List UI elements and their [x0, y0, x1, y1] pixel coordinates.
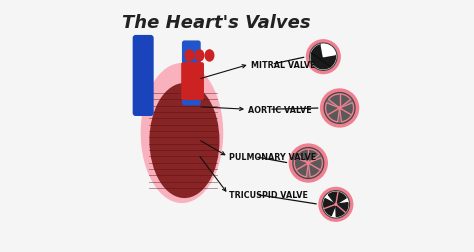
Text: PULMONARY VALVE: PULMONARY VALVE [229, 153, 317, 162]
Wedge shape [297, 149, 319, 163]
Circle shape [307, 41, 340, 74]
Circle shape [310, 44, 337, 71]
Ellipse shape [194, 50, 204, 62]
Ellipse shape [141, 64, 223, 203]
Circle shape [290, 145, 327, 182]
Text: TRICUSPID VALVE: TRICUSPID VALVE [229, 190, 309, 199]
Polygon shape [311, 46, 336, 70]
Text: The Heart's Valves: The Heart's Valves [122, 14, 310, 32]
Text: MITRAL VALVE: MITRAL VALVE [251, 60, 315, 69]
Circle shape [307, 162, 310, 165]
Wedge shape [339, 103, 354, 122]
FancyBboxPatch shape [181, 63, 204, 101]
Wedge shape [308, 158, 322, 177]
FancyBboxPatch shape [182, 41, 201, 106]
Circle shape [321, 90, 358, 127]
Circle shape [324, 93, 355, 124]
Polygon shape [321, 45, 335, 57]
Ellipse shape [138, 62, 148, 71]
Ellipse shape [204, 50, 214, 62]
Circle shape [319, 188, 352, 221]
Circle shape [322, 191, 350, 218]
Circle shape [338, 107, 341, 110]
Ellipse shape [184, 50, 194, 62]
Ellipse shape [149, 84, 219, 198]
Polygon shape [336, 203, 348, 216]
Ellipse shape [138, 49, 148, 58]
Wedge shape [328, 95, 351, 109]
Circle shape [293, 148, 324, 179]
Polygon shape [324, 199, 336, 216]
Wedge shape [326, 103, 339, 122]
Text: AORTIC VALVE: AORTIC VALVE [248, 105, 312, 114]
Wedge shape [294, 158, 308, 177]
FancyBboxPatch shape [133, 36, 154, 116]
Circle shape [335, 204, 337, 205]
Polygon shape [328, 193, 346, 205]
